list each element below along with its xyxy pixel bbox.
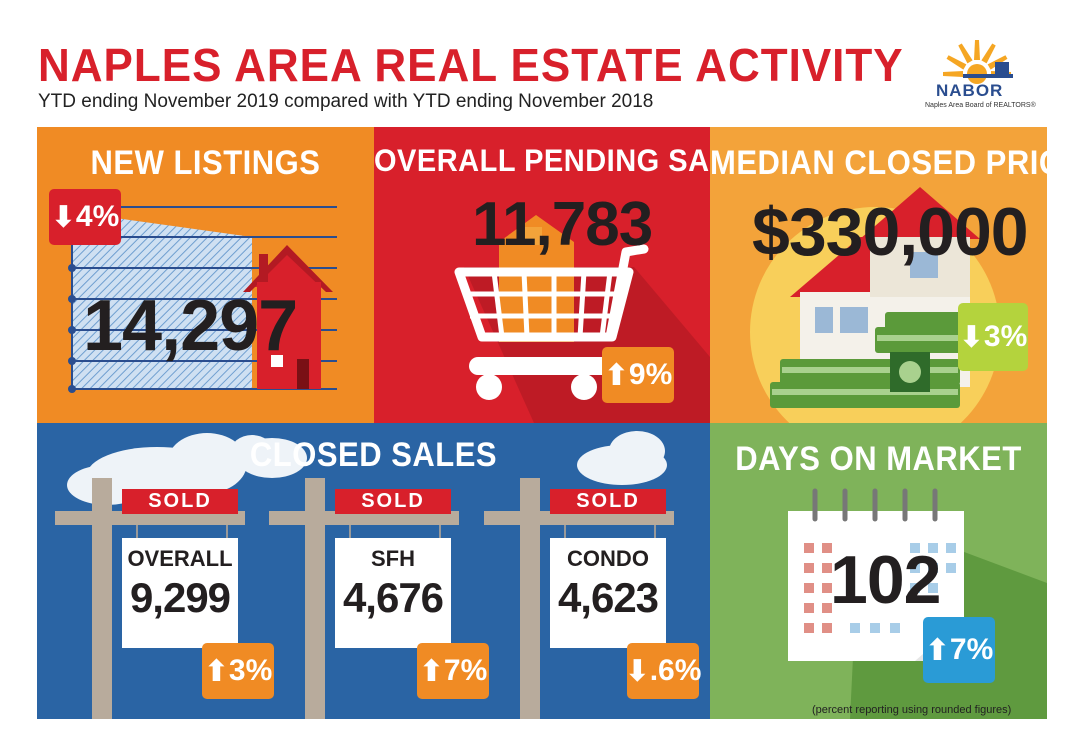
median-price-title: MEDIAN CLOSED PRICE — [710, 143, 1047, 182]
days-on-market-panel: DAYS ON MARKET 102 ⬆ 7% — [710, 423, 1047, 719]
shopping-cart-icon — [454, 215, 710, 423]
median-price-panel: MEDIAN CLOSED PRICE $330,000 ⬇ 3% — [710, 127, 1047, 423]
new-listings-title: NEW LISTINGS — [90, 143, 321, 182]
overall-change-badge: ⬆ 3% — [202, 643, 274, 699]
condo-label: CONDO — [567, 546, 649, 571]
footnote: (percent reporting using rounded figures… — [812, 704, 1012, 716]
closed-sales-panel: CLOSED SALES SOLD OVERALL 9,299 ⬆ 3% SOLD… — [37, 423, 710, 719]
sold-sign-sfh: SOLD — [335, 489, 451, 514]
arrow-down-icon: ⬇ — [50, 200, 76, 234]
closed-sales-title: CLOSED SALES — [249, 435, 498, 474]
arrow-down-icon: ⬇ — [624, 654, 650, 688]
sfh-change-badge: ⬆ 7% — [417, 643, 489, 699]
pending-sales-panel: OVERALL PENDING SALES 11,783 ⬆9% — [374, 127, 710, 423]
overall-value: 9,299 — [129, 574, 231, 621]
sold-sign-overall: SOLD — [122, 489, 238, 514]
new-listings-value: 14,297 — [83, 286, 298, 366]
median-price-change-badge: ⬇ 3% — [958, 303, 1028, 371]
arrow-down-icon: ⬇ — [958, 320, 984, 354]
logo-name: NABOR — [936, 81, 1004, 100]
arrow-up-icon: ⬆ — [203, 654, 229, 688]
condo-value: 4,623 — [557, 574, 659, 621]
arrow-up-icon: ⬆ — [603, 358, 629, 392]
pending-sales-change-badge: ⬆ 9% — [602, 347, 674, 403]
arrow-up-icon: ⬆ — [418, 654, 444, 688]
house-money-icon — [750, 187, 1000, 423]
new-listings-panel: NEW LISTINGS ⬇ 4% 14,297 — [37, 127, 374, 423]
sunburst-pier-logo-icon — [943, 40, 1013, 84]
sfh-sign-card: SFH 4,676 — [335, 538, 451, 648]
condo-change-badge: ⬇ .6% — [624, 643, 701, 699]
median-price-value: $330,000 — [752, 194, 1029, 270]
sfh-label: SFH — [371, 546, 415, 571]
days-on-market-title: DAYS ON MARKET — [735, 439, 1022, 478]
days-on-market-value: 102 — [830, 542, 941, 618]
overall-sign-card: OVERALL 9,299 — [122, 538, 238, 648]
pending-sales-value: 11,783 — [472, 190, 653, 259]
pending-sales-title: OVERALL PENDING SALES — [374, 143, 710, 179]
days-on-market-change-badge: ⬆ 7% — [923, 617, 995, 683]
page-subtitle: YTD ending November 2019 compared with Y… — [38, 91, 654, 112]
page-title: NAPLES AREA REAL ESTATE ACTIVITY — [38, 40, 904, 92]
overall-label: OVERALL — [127, 546, 233, 571]
new-listings-change-badge: ⬇ 4% — [49, 189, 121, 245]
sfh-value: 4,676 — [342, 574, 444, 621]
condo-sign-card: CONDO 4,623 — [550, 538, 666, 648]
logo-tagline: Naples Area Board of REALTORS® — [925, 102, 1036, 109]
sold-sign-condo: SOLD — [550, 489, 666, 514]
arrow-up-icon: ⬆ — [924, 633, 950, 667]
